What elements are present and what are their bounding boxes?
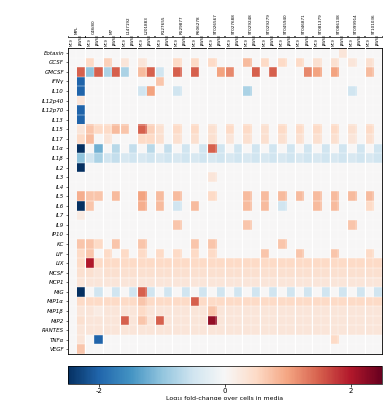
Text: ST029279: ST029279 [267,13,271,34]
Text: JAWSII: JAWSII [79,35,83,46]
Text: ST086138: ST086138 [337,13,340,34]
Text: JAWSII: JAWSII [341,35,345,46]
Text: JAWSII: JAWSII [183,35,188,46]
Text: MC9: MC9 [175,38,179,46]
Text: JAWSII: JAWSII [113,35,118,46]
Text: MC9: MC9 [315,38,318,46]
Text: MC9: MC9 [157,38,161,46]
Text: MC9: MC9 [350,38,354,46]
Text: R529877: R529877 [179,15,183,34]
Text: L147192: L147192 [127,16,131,34]
Text: MC9: MC9 [262,38,266,46]
Text: MC9: MC9 [105,38,109,46]
Text: L201883: L201883 [144,16,148,34]
Text: MC9: MC9 [279,38,284,46]
Text: ST026567: ST026567 [214,13,218,34]
Text: MC9: MC9 [297,38,301,46]
Text: ST045940: ST045940 [284,13,288,34]
Text: MC9: MC9 [245,38,249,46]
Text: ST099914: ST099914 [354,13,358,34]
Text: JAWSII: JAWSII [236,35,240,46]
Text: ST081379: ST081379 [319,13,323,34]
Text: JAWSII: JAWSII [201,35,205,46]
Text: JAWSII: JAWSII [166,35,170,46]
Text: ST027688: ST027688 [232,13,235,34]
Text: ST101036: ST101036 [371,13,376,34]
Text: M7: M7 [109,28,113,34]
Text: ST029248: ST029248 [249,13,253,34]
Text: JAWSII: JAWSII [271,35,275,46]
Text: MC9: MC9 [332,38,336,46]
Text: JAWSII: JAWSII [149,35,152,46]
Text: MC9: MC9 [227,38,231,46]
Text: MC9: MC9 [140,38,144,46]
Text: MC9: MC9 [192,38,196,46]
Text: JAWSII: JAWSII [218,35,222,46]
Text: JAWSII: JAWSII [376,35,380,46]
Text: JAWSII: JAWSII [323,35,327,46]
Text: JAWSII: JAWSII [96,35,100,46]
Text: JAWSII: JAWSII [131,35,135,46]
Text: MC9: MC9 [210,38,214,46]
Text: MC9: MC9 [367,38,371,46]
Text: JAWSII: JAWSII [254,35,257,46]
Text: R127655: R127655 [162,15,166,34]
Text: JAWSII: JAWSII [288,35,292,46]
Text: R606278: R606278 [196,15,201,34]
Text: JAWSII: JAWSII [358,35,362,46]
Text: MC9: MC9 [87,38,91,46]
Text: C48/80: C48/80 [92,19,96,34]
X-axis label: Log₁₀ fold-change over cells in media: Log₁₀ fold-change over cells in media [166,396,283,400]
Text: JAWSII: JAWSII [306,35,310,46]
Text: MPL: MPL [74,26,78,34]
Text: MC9: MC9 [70,38,74,46]
Text: MC9: MC9 [122,38,126,46]
Text: ST046871: ST046871 [301,13,305,34]
